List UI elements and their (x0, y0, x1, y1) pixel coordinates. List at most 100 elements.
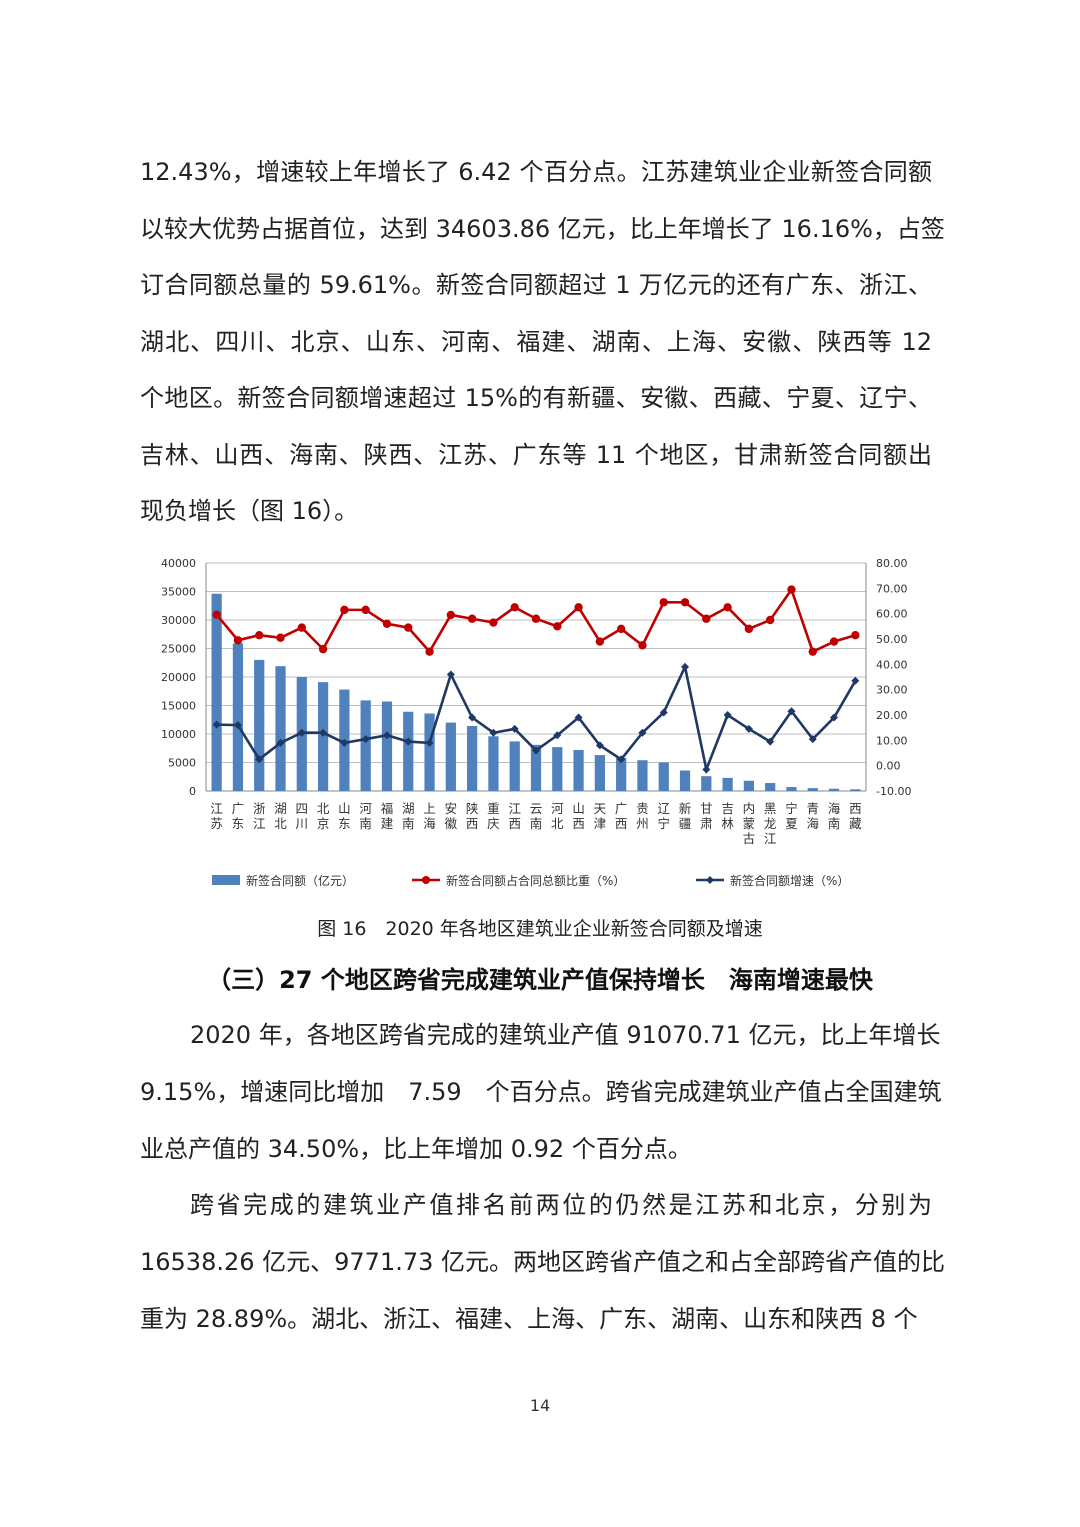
data-point (702, 765, 711, 774)
y-right-tick-label: 20.00 (876, 709, 908, 722)
bar (786, 787, 797, 791)
x-category-label: 浙江 (253, 801, 266, 831)
text-line: 湖北、四川、北京、山东、河南、福建、湖南、上海、安徽、陕西等 12 (140, 327, 932, 356)
data-point (404, 623, 413, 632)
bar (658, 762, 669, 791)
y-right-tick-label: 70.00 (876, 582, 908, 595)
x-category-label: 重庆 (487, 801, 500, 831)
data-point (787, 585, 796, 594)
bar (679, 770, 691, 791)
legend-marker-growth (706, 876, 714, 884)
data-point (212, 720, 221, 729)
text-line: 以较大优势占据首位，达到 34603.86 亿元，比上年增长了 16.16%，占… (140, 214, 945, 243)
data-point (382, 619, 392, 628)
data-point (468, 713, 477, 722)
data-point (361, 735, 370, 744)
bar (573, 749, 584, 791)
text-line: 跨省完成的建筑业产值排名前两位的仍然是江苏和北京，分别为 (190, 1191, 932, 1219)
bar (807, 788, 818, 791)
bar (616, 757, 627, 791)
y-right-tick-label: 40.00 (876, 658, 908, 671)
data-point (297, 623, 307, 632)
y-right-tick-label: 60.00 (876, 608, 908, 621)
text-line: 业总产值的 34.50%，比上年增加 0.92 个百分点。 (140, 1135, 692, 1163)
legend-label: 新签合同额增速（%） (730, 873, 849, 888)
y-right-tick-label: 0.00 (876, 760, 901, 773)
x-category-label: 吉林 (721, 801, 734, 831)
x-category-label: 甘肃 (700, 801, 713, 831)
x-category-label: 广西 (615, 801, 628, 831)
bar (360, 700, 371, 791)
data-point (233, 636, 243, 645)
data-point (318, 644, 328, 654)
x-category-label: 西藏 (849, 801, 862, 831)
bar (850, 789, 861, 791)
data-point (553, 731, 562, 740)
data-point (489, 618, 498, 627)
bar (445, 722, 456, 791)
data-point (212, 610, 221, 619)
y-right-tick-label: 10.00 (876, 734, 908, 747)
y-right-tick-label: 50.00 (876, 633, 908, 646)
x-category-label: 青海 (807, 801, 820, 831)
x-category-label: 河南 (359, 801, 372, 831)
x-category-label: 上海 (423, 801, 436, 831)
data-point (744, 624, 754, 634)
data-point (276, 738, 285, 747)
data-point (616, 624, 626, 634)
data-point (808, 647, 817, 656)
data-point (233, 721, 242, 730)
x-category-label: 宁夏 (785, 801, 798, 831)
line-series-growth (212, 662, 860, 775)
data-point (425, 647, 434, 656)
x-category-label: 贵州 (636, 801, 649, 831)
y-right-tick-label: 80.00 (876, 557, 908, 570)
text-line: 2020 年，各地区跨省完成的建筑业产值 91070.71 亿元，比上年增长 (190, 1021, 941, 1049)
y-left-tick-label: 40000 (161, 557, 196, 570)
x-category-label: 山西 (572, 801, 585, 831)
y-right-tick-label: -10.00 (876, 785, 911, 798)
data-point (681, 662, 690, 671)
data-point (638, 728, 647, 737)
x-category-label: 湖北 (274, 801, 287, 831)
bar (488, 736, 499, 791)
data-point (404, 737, 413, 746)
data-point (595, 741, 604, 750)
x-category-label: 辽宁 (657, 801, 670, 831)
y-right-tick-label: 30.00 (876, 684, 908, 697)
data-point (340, 605, 349, 615)
data-point (766, 737, 775, 746)
bar (637, 760, 648, 791)
data-point (297, 728, 306, 737)
x-category-label: 新疆 (679, 801, 692, 831)
x-category-label: 湖南 (402, 801, 415, 831)
data-point (744, 724, 753, 733)
data-point (510, 724, 519, 733)
y-left-tick-label: 10000 (161, 728, 196, 741)
text-line: 个地区。新签合同额增速超过 15%的有新疆、安徽、西藏、宁夏、辽宁、 (140, 384, 932, 412)
data-point (574, 603, 583, 612)
data-point (319, 728, 328, 737)
bar (765, 783, 776, 791)
bar (743, 780, 755, 791)
figure-16-chart: 0 5000 10000 15000 20000 25000 30000 35000 40000… (161, 557, 911, 888)
page-number: 14 (529, 1396, 551, 1415)
data-point (830, 713, 839, 722)
data-point (638, 641, 647, 650)
bar (552, 747, 563, 791)
bar (722, 777, 733, 791)
bar (403, 711, 414, 791)
data-point (510, 603, 519, 612)
data-point (723, 603, 732, 612)
x-category-label: 陕西 (466, 801, 479, 831)
data-point (553, 622, 562, 631)
y-left-tick-label: 25000 (161, 643, 196, 656)
data-point (851, 631, 860, 640)
data-point (851, 676, 860, 685)
text-line: 吉林、山西、海南、陕西、江苏、广东等 11 个地区，甘肃新签合同额出 (140, 440, 932, 469)
text-line: 9.15%，增速同比增加 7.59 个百分点。跨省完成建筑业产值占全国建筑 (140, 1078, 942, 1106)
x-category-label: 江西 (508, 801, 521, 831)
data-point (532, 746, 540, 755)
bar (275, 666, 286, 791)
data-point (531, 614, 541, 623)
